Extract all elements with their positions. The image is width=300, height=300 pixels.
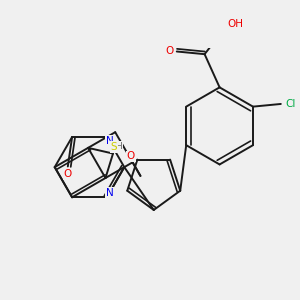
Text: O: O xyxy=(166,46,174,56)
Text: H: H xyxy=(115,142,122,151)
Text: O: O xyxy=(64,169,72,179)
Text: N: N xyxy=(106,188,113,198)
Text: O: O xyxy=(127,152,135,161)
Text: S: S xyxy=(111,142,117,152)
Text: OH: OH xyxy=(228,19,244,29)
Text: N: N xyxy=(106,136,113,146)
Text: Cl: Cl xyxy=(285,99,296,109)
